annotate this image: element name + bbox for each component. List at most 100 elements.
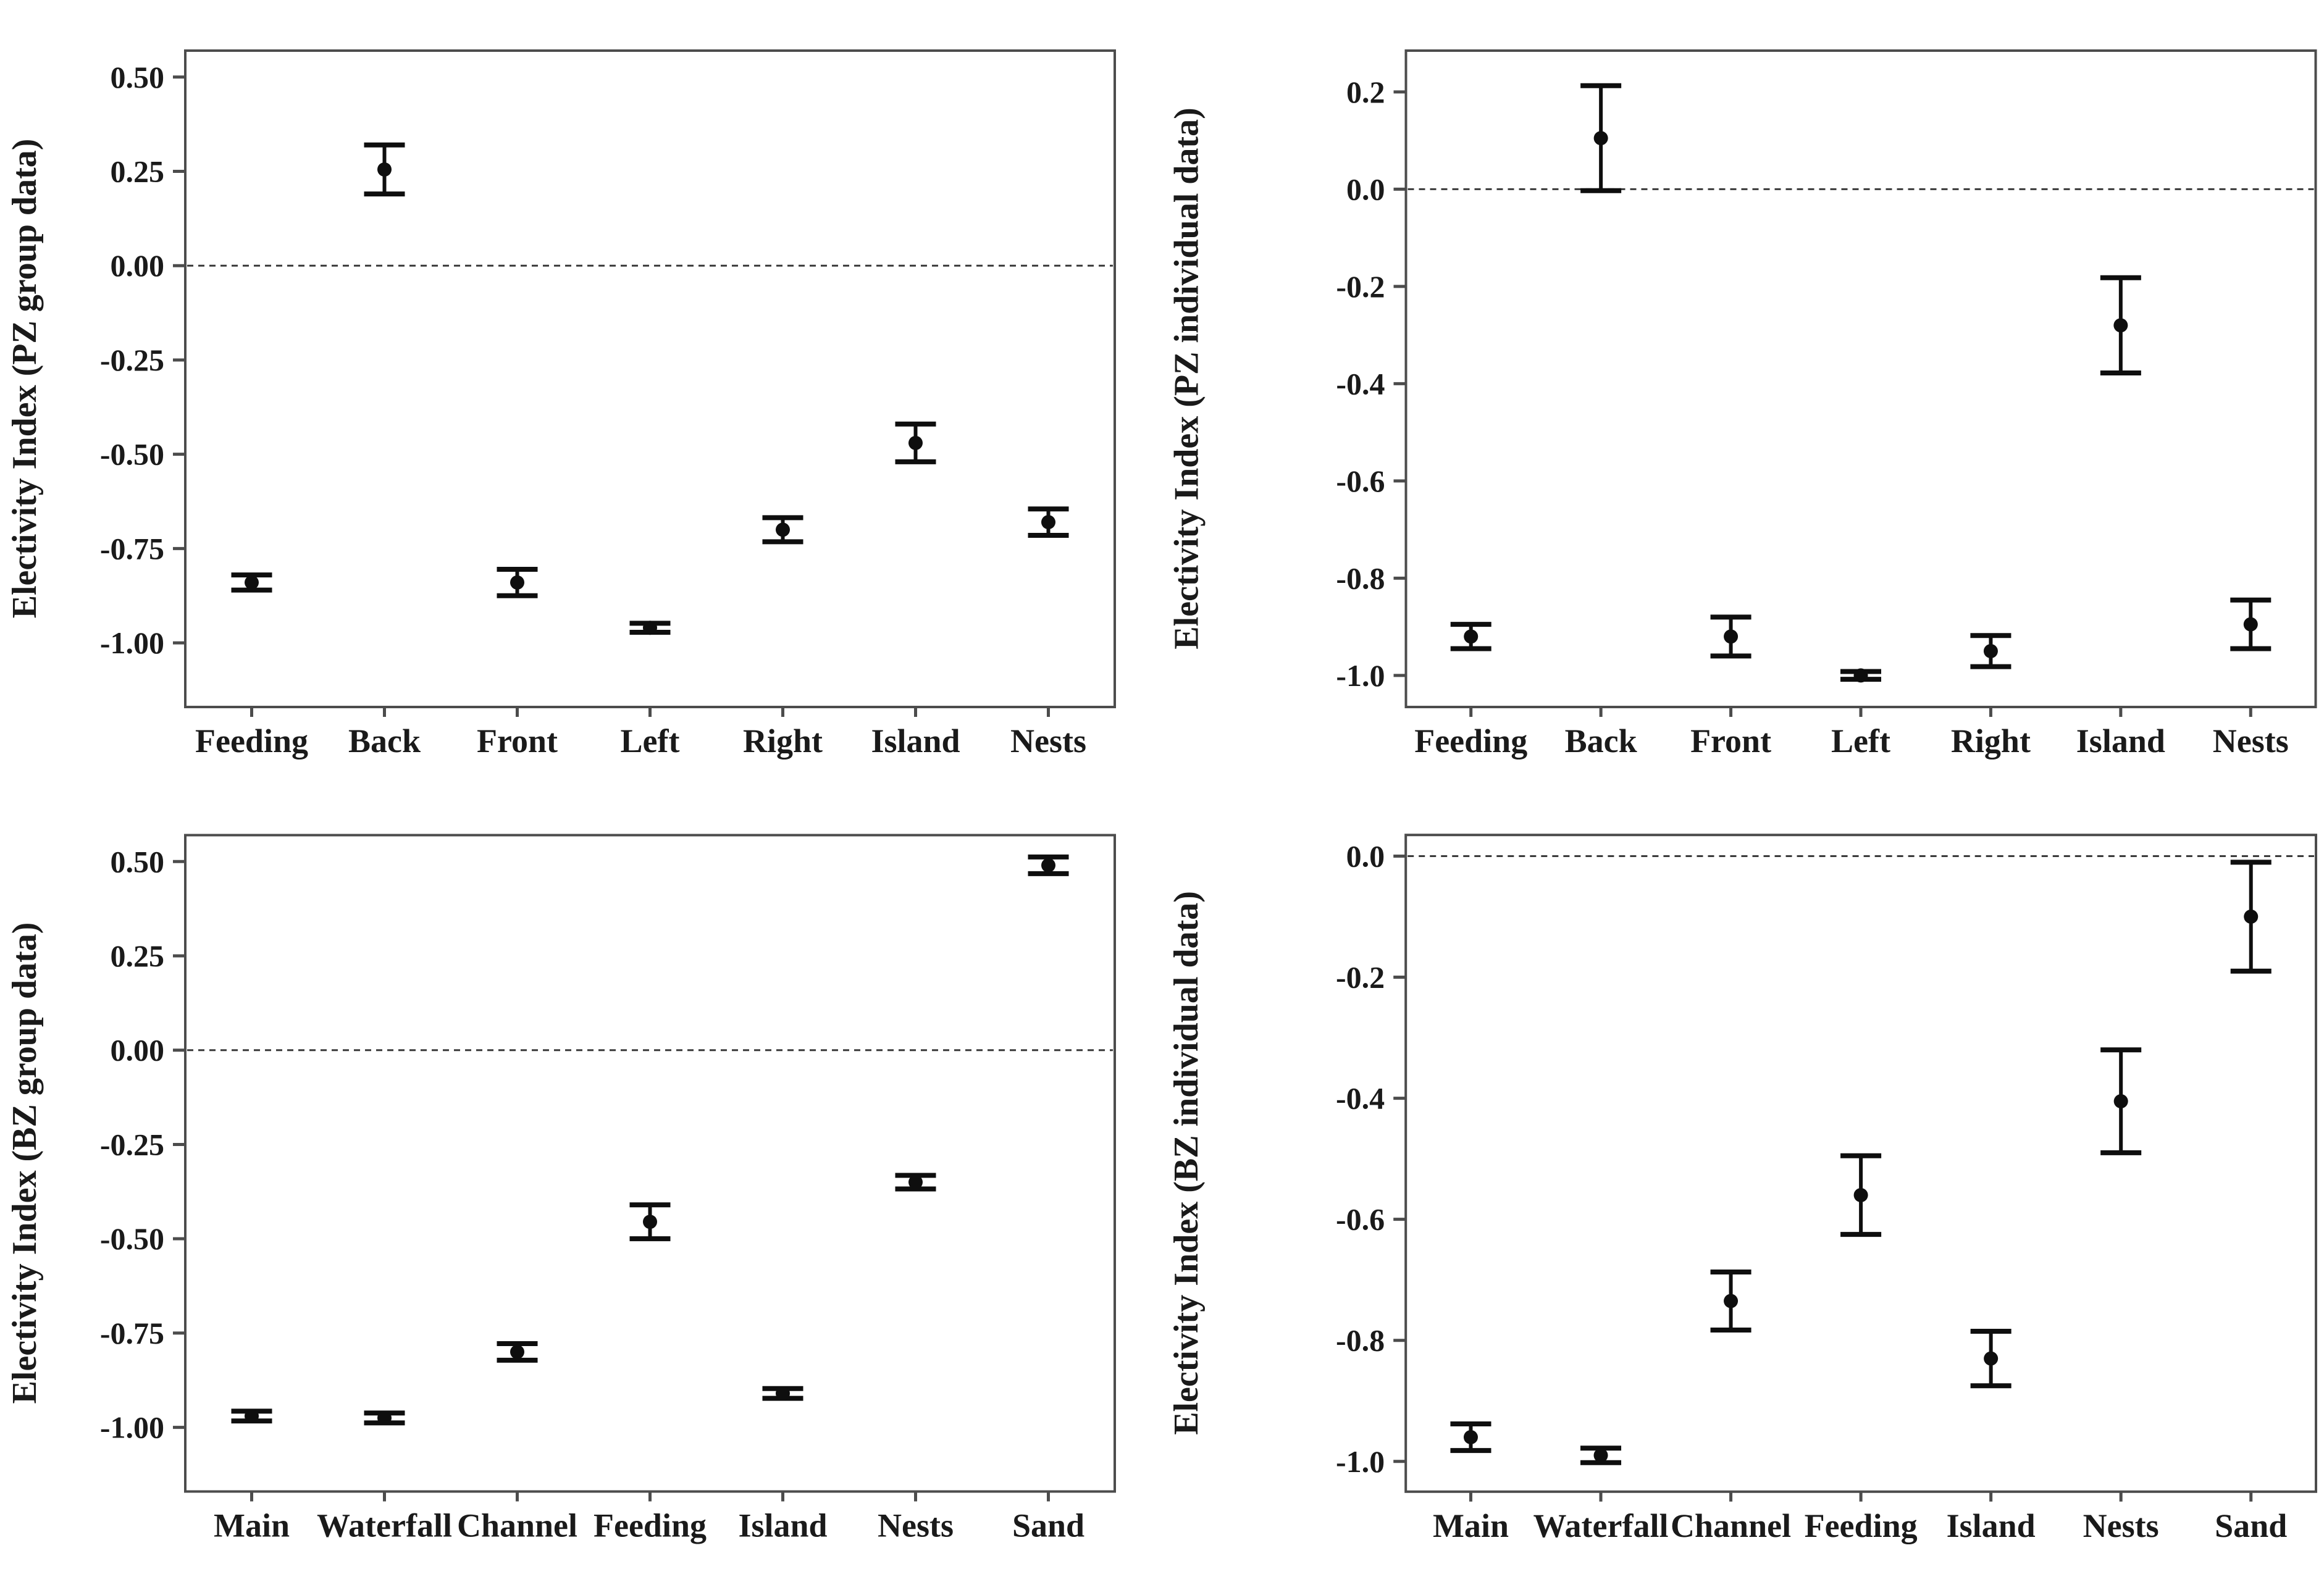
x-category-label: Nests [1010, 722, 1086, 759]
panel-bz-group: Electivity Index (BZ group data) 0.50 0.2… [0, 784, 1162, 1569]
x-category-label: Channel [457, 1507, 577, 1544]
x-category-label: Island [871, 722, 960, 759]
x-category-label: Channel [1671, 1507, 1791, 1544]
mean-marker [1853, 1187, 1868, 1202]
y-tick-label: -0.75 [100, 531, 164, 566]
mean-marker [1724, 1294, 1739, 1308]
data-point-nests [2230, 597, 2272, 651]
x-category-label: Waterfall [317, 1507, 452, 1544]
mean-marker [510, 1344, 524, 1359]
x-category-label: Island [738, 1507, 827, 1544]
plot-box [184, 834, 1116, 1493]
data-point-front [497, 567, 538, 598]
x-category-label: Front [477, 722, 558, 759]
y-axis-title: Electivity Index (BZ individual data) [1167, 891, 1206, 1435]
y-tick-label: -0.2 [1336, 269, 1385, 304]
mean-marker [2244, 910, 2259, 924]
data-point-back [1580, 83, 1622, 193]
x-category-label: Feeding [1414, 722, 1527, 759]
data-point-right [1970, 633, 2011, 669]
mean-marker [1983, 643, 1998, 658]
y-tick-label: 0.0 [1346, 839, 1385, 874]
y-tick-label: -1.00 [100, 626, 164, 660]
mean-marker [643, 1215, 657, 1229]
mean-marker [1463, 1430, 1478, 1445]
mean-marker [1041, 515, 1055, 530]
y-tick-label: -0.4 [1336, 366, 1385, 401]
y-tick-label: -0.25 [100, 343, 164, 377]
plot-area: 0.50 0.25 0.00 -0.25 -0.50 -0.75 -1.00 Feeding B… [100, 49, 1116, 759]
x-category-label: Waterfall [1533, 1507, 1669, 1544]
mean-marker [377, 1410, 392, 1425]
data-point-island [762, 1386, 803, 1401]
y-tick-label: -0.2 [1336, 960, 1385, 995]
plot-area: 0.50 0.25 0.00 -0.25 -0.50 -0.75 -1.00 Main Wate… [100, 834, 1116, 1544]
data-point-waterfall [1580, 1446, 1622, 1465]
data-point-channel [497, 1341, 538, 1363]
x-category-label: Main [214, 1507, 290, 1544]
data-point-channel [1710, 1269, 1751, 1333]
data-point-main [231, 1408, 272, 1424]
mean-marker [776, 522, 790, 537]
mean-marker [2113, 318, 2128, 333]
data-point-feeding [1450, 622, 1491, 651]
bz-individual-chart: Electivity Index (BZ individual data) 0.… [1167, 834, 2317, 1544]
data-point-feeding [629, 1202, 671, 1242]
x-category-label: Left [1831, 722, 1890, 759]
y-tick-label: 0.25 [111, 154, 165, 188]
x-category-label: Feeding [594, 1507, 707, 1544]
mean-marker [1593, 1448, 1608, 1463]
y-axis-title: Electivity Index (PZ group data) [6, 139, 44, 619]
y-tick-label: -0.50 [100, 1221, 164, 1256]
y-axis-title: Electivity Index (PZ individual data) [1168, 107, 1206, 649]
mean-marker [1984, 1351, 1999, 1366]
y-tick-label: -0.25 [100, 1127, 164, 1161]
y-tick-label: 0.00 [111, 248, 165, 283]
x-category-label: Back [348, 722, 421, 759]
mean-marker [245, 1408, 259, 1423]
y-tick-label: -0.8 [1336, 561, 1385, 595]
y-tick-label: -0.4 [1336, 1081, 1385, 1116]
mean-marker [1853, 668, 1868, 683]
data-point-island [1970, 1329, 2011, 1389]
x-category-label: Right [1951, 722, 2031, 759]
y-tick-label: -1.0 [1336, 658, 1385, 693]
mean-marker [2243, 617, 2258, 632]
y-tick-label: 0.25 [111, 939, 165, 973]
plot-box [184, 49, 1116, 708]
y-tick-label: -0.75 [100, 1316, 164, 1350]
data-point-waterfall [364, 1410, 405, 1426]
y-tick-label: -0.6 [1336, 464, 1385, 498]
data-point-front [1710, 614, 1751, 659]
mean-marker [643, 621, 657, 635]
mean-marker [2113, 1094, 2128, 1109]
mean-marker [908, 1175, 923, 1190]
mean-marker [1724, 629, 1739, 644]
x-category-label: Nests [2083, 1507, 2159, 1544]
data-point-island [895, 421, 936, 464]
y-tick-label: -1.00 [100, 1410, 164, 1445]
x-category-label: Back [1565, 722, 1637, 759]
x-category-label: Left [621, 722, 680, 759]
y-tick-label: -0.50 [100, 437, 164, 472]
mean-marker [245, 575, 259, 590]
x-category-label: Sand [1012, 1507, 1084, 1544]
mean-marker [776, 1386, 790, 1401]
data-point-left [629, 621, 671, 635]
y-tick-label: 0.2 [1346, 75, 1385, 109]
x-category-label: Feeding [1805, 1507, 1918, 1544]
mean-marker [510, 575, 524, 590]
x-category-label: Main [1433, 1507, 1509, 1544]
y-tick-label: -0.6 [1336, 1202, 1385, 1237]
data-point-sand [2230, 860, 2272, 974]
x-category-label: Island [2076, 722, 2165, 759]
y-tick-label: -1.0 [1336, 1444, 1385, 1479]
y-tick-label: 0.00 [111, 1033, 165, 1068]
y-axis-title: Electivity Index (BZ group data) [6, 923, 44, 1404]
pz-group-chart: Electivity Index (PZ group data) 0.50 0.2… [6, 49, 1116, 759]
data-point-left [1840, 668, 1881, 683]
bz-group-chart: Electivity Index (BZ group data) 0.50 0.2… [6, 834, 1116, 1544]
data-point-sand [1028, 854, 1069, 876]
pz-individual-chart: Electivity Index (PZ individual data) 0.… [1168, 49, 2317, 759]
y-tick-label: 0.50 [111, 60, 165, 94]
